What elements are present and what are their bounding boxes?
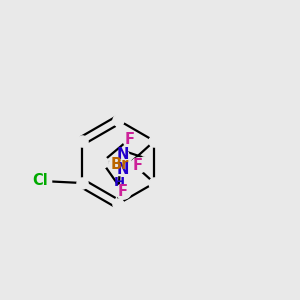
Text: Cl: Cl bbox=[32, 173, 47, 188]
Text: F: F bbox=[124, 132, 134, 147]
Text: Br: Br bbox=[111, 157, 129, 172]
Text: F: F bbox=[118, 184, 128, 199]
Text: F: F bbox=[133, 158, 143, 172]
Text: N: N bbox=[117, 162, 129, 177]
Text: N: N bbox=[117, 147, 129, 162]
Text: H: H bbox=[114, 176, 125, 189]
